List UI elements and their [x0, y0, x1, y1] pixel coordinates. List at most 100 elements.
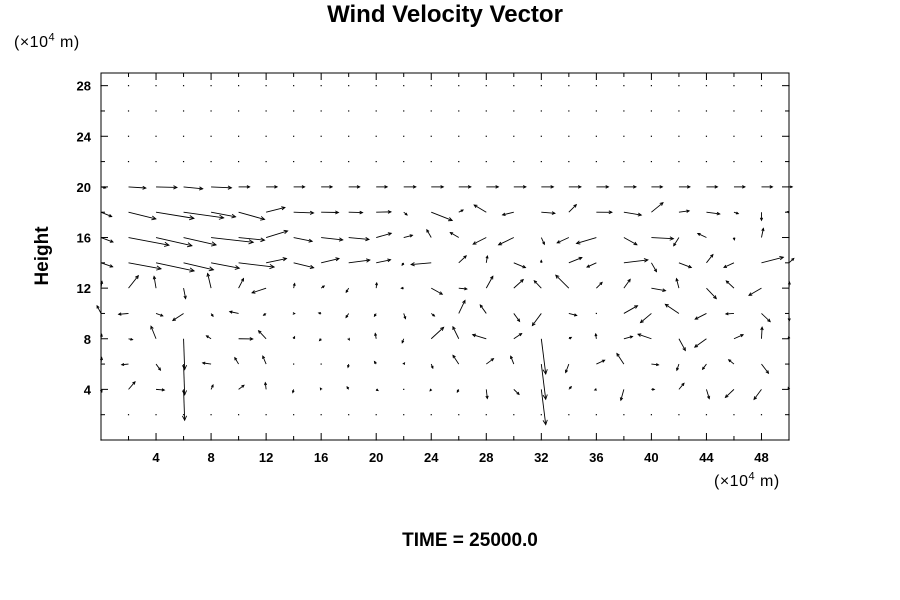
- vector-arrowhead: [109, 239, 114, 243]
- vector-dot: [513, 160, 515, 163]
- vector-dot: [430, 85, 432, 87]
- vector-arrow: [348, 259, 370, 264]
- vector-dot: [595, 135, 597, 137]
- vector-dot: [155, 135, 157, 137]
- vector-arrow: [153, 276, 157, 289]
- vector-dot: [348, 110, 350, 112]
- vector-arrow: [430, 327, 444, 340]
- vector-arrowhead: [462, 299, 466, 304]
- vector-arrowhead: [637, 212, 643, 217]
- vector-arrowhead: [448, 217, 454, 222]
- vector-arrow: [623, 336, 633, 340]
- vector-arrowhead: [760, 326, 764, 331]
- vector-arrow: [121, 363, 129, 366]
- vector-dot: [513, 85, 515, 87]
- vector-arrow: [651, 287, 666, 292]
- vector-arrowhead: [740, 334, 745, 338]
- vector-arrow: [150, 326, 157, 339]
- vector-arrow: [513, 313, 520, 322]
- vector-arrowhead: [659, 202, 664, 206]
- vector-arrow: [678, 383, 685, 390]
- vector-arrowhead: [659, 185, 664, 189]
- vector-arrowhead: [356, 185, 361, 189]
- vector-dot: [127, 414, 130, 416]
- vector-dot: [513, 110, 515, 112]
- vector-arrowhead: [578, 256, 583, 261]
- vector-dot: [182, 414, 185, 416]
- vector-arrow: [623, 305, 638, 314]
- vector-arrowhead: [634, 305, 639, 309]
- vector-arrow: [540, 389, 547, 425]
- vector-dot: [210, 414, 212, 416]
- vector-arrowhead: [109, 264, 114, 268]
- vector-arrow: [694, 313, 707, 320]
- vector-arrow: [485, 389, 488, 399]
- vector-arrowhead: [120, 362, 125, 367]
- vector-dot: [320, 85, 322, 87]
- x-tick-label: 32: [534, 450, 548, 465]
- vector-arrowhead: [575, 240, 581, 245]
- vector-dot: [733, 85, 735, 87]
- vector-dot: [265, 85, 267, 87]
- vector-dot: [705, 85, 708, 87]
- vector-dot: [650, 135, 652, 137]
- vector-arrow: [128, 186, 146, 189]
- vector-dot: [678, 414, 680, 416]
- vector-arrow: [183, 237, 217, 246]
- time-annotation: TIME = 25000.0: [402, 530, 538, 551]
- vector-arrowhead: [688, 264, 693, 269]
- vector-arrow: [183, 288, 187, 299]
- vector-arrowhead: [387, 258, 392, 263]
- vector-arrowhead: [619, 397, 624, 402]
- vector-arrowhead: [373, 313, 377, 318]
- vector-arrow: [702, 363, 707, 370]
- x-tick-label: 36: [589, 450, 603, 465]
- vector-arrow: [596, 359, 605, 365]
- vector-arrow: [555, 274, 570, 289]
- vector-arrowhead: [490, 358, 495, 362]
- vector-dot: [650, 160, 652, 163]
- vector-arrowhead: [345, 315, 349, 319]
- vector-arrow: [620, 389, 625, 401]
- vector-arrow: [264, 382, 267, 390]
- vector-dot: [513, 414, 515, 416]
- vector-arrow: [183, 364, 186, 395]
- y-tick-label: 20: [77, 180, 91, 195]
- vector-arrowhead: [577, 185, 582, 189]
- vector-arrowhead: [510, 355, 514, 359]
- vector-dot: [293, 414, 295, 416]
- vector-arrowhead: [251, 290, 256, 294]
- vector-arrowhead: [452, 354, 456, 359]
- chart-title: Wind Velocity Vector: [327, 1, 563, 28]
- vector-arrowhead: [564, 369, 569, 374]
- vector-arrow: [128, 237, 170, 246]
- vector-arrowhead: [157, 367, 162, 371]
- vector-arrow: [265, 230, 288, 238]
- vector-arrow: [651, 237, 674, 240]
- vector-arrow: [513, 279, 524, 289]
- vector-arrowhead: [373, 360, 377, 364]
- vector-arrow: [100, 237, 114, 243]
- vector-dot: [705, 160, 708, 163]
- vector-layer: [96, 85, 795, 441]
- vector-arrowhead: [211, 241, 218, 247]
- vector-arrowhead: [662, 288, 667, 293]
- vector-arrow: [452, 355, 460, 365]
- x-tick-label: 20: [369, 450, 383, 465]
- vector-arrow: [321, 237, 343, 241]
- vector-arrow: [788, 258, 795, 264]
- vector-arrowhead: [779, 255, 785, 261]
- vector-arrow: [128, 381, 136, 390]
- vector-arrowhead: [655, 363, 660, 367]
- vector-dot: [265, 135, 267, 137]
- vector-arrow: [155, 237, 193, 247]
- vector-arrowhead: [696, 232, 701, 236]
- vector-arrow: [623, 279, 631, 289]
- vector-dot: [430, 110, 432, 112]
- vector-dot: [293, 85, 295, 87]
- x-unit-prefix: (×10: [714, 473, 749, 490]
- y-tick-label: 28: [77, 79, 91, 94]
- vector-dot: [568, 110, 570, 112]
- vector-arrowhead: [533, 279, 538, 284]
